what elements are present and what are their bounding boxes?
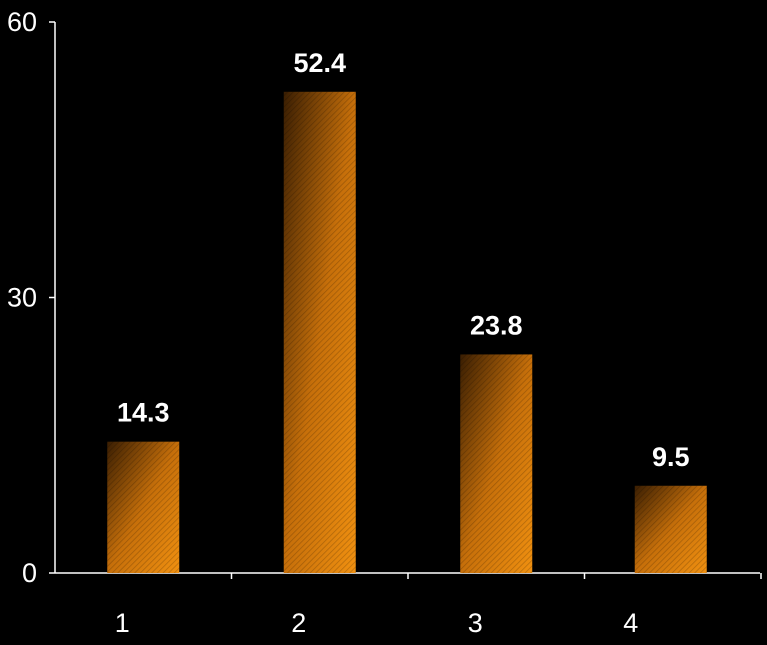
bar-hatch [107,441,180,573]
x-tick-label: 3 [468,608,483,638]
x-tick-label: 1 [115,608,130,638]
bar [283,91,356,573]
bar [634,485,707,573]
data-label: 52.4 [293,48,346,78]
y-tick-label: 0 [22,558,37,588]
data-label: 23.8 [470,310,523,340]
bar [460,354,533,573]
labels: 0 30 60 14.3 1 52.4 2 23.8 3 9.5 4 [7,7,690,638]
x-tick-label: 4 [623,608,638,638]
bar-hatch [634,485,707,573]
data-label: 14.3 [117,398,170,428]
y-tick-label: 30 [7,283,37,313]
bar-hatch [460,354,533,573]
bars [107,91,707,573]
y-tick-label: 60 [7,7,37,37]
bar-hatch [283,91,356,573]
x-tick-label: 2 [291,608,306,638]
data-label: 9.5 [652,442,690,472]
bar [107,441,180,573]
